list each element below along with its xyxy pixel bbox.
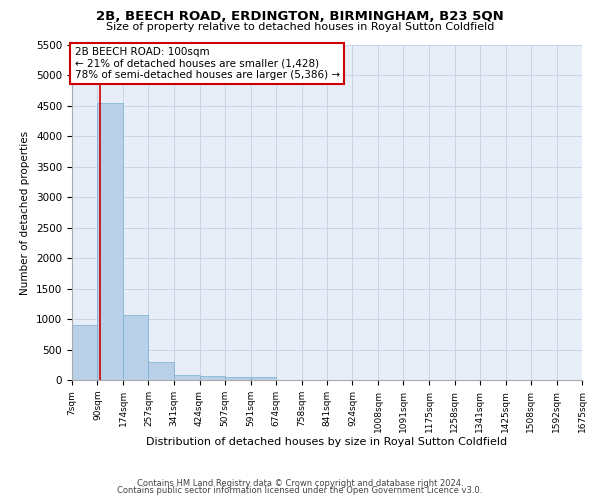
Text: 2B BEECH ROAD: 100sqm
← 21% of detached houses are smaller (1,428)
78% of semi-d: 2B BEECH ROAD: 100sqm ← 21% of detached … (74, 46, 340, 80)
Text: 2B, BEECH ROAD, ERDINGTON, BIRMINGHAM, B23 5QN: 2B, BEECH ROAD, ERDINGTON, BIRMINGHAM, B… (96, 10, 504, 23)
Bar (97, 103, 123, 380)
Bar (174, 375, 199, 380)
Text: Size of property relative to detached houses in Royal Sutton Coldfield: Size of property relative to detached ho… (106, 22, 494, 32)
Text: Contains HM Land Registry data © Crown copyright and database right 2024.: Contains HM Land Registry data © Crown c… (137, 478, 463, 488)
Bar (251, 376, 276, 380)
Bar (199, 376, 225, 380)
Bar (148, 362, 174, 380)
Bar (225, 377, 250, 380)
Bar (72, 325, 97, 380)
Bar (123, 316, 148, 380)
Text: Contains public sector information licensed under the Open Government Licence v3: Contains public sector information licen… (118, 486, 482, 495)
X-axis label: Distribution of detached houses by size in Royal Sutton Coldfield: Distribution of detached houses by size … (146, 438, 508, 448)
Y-axis label: Number of detached properties: Number of detached properties (20, 130, 31, 294)
